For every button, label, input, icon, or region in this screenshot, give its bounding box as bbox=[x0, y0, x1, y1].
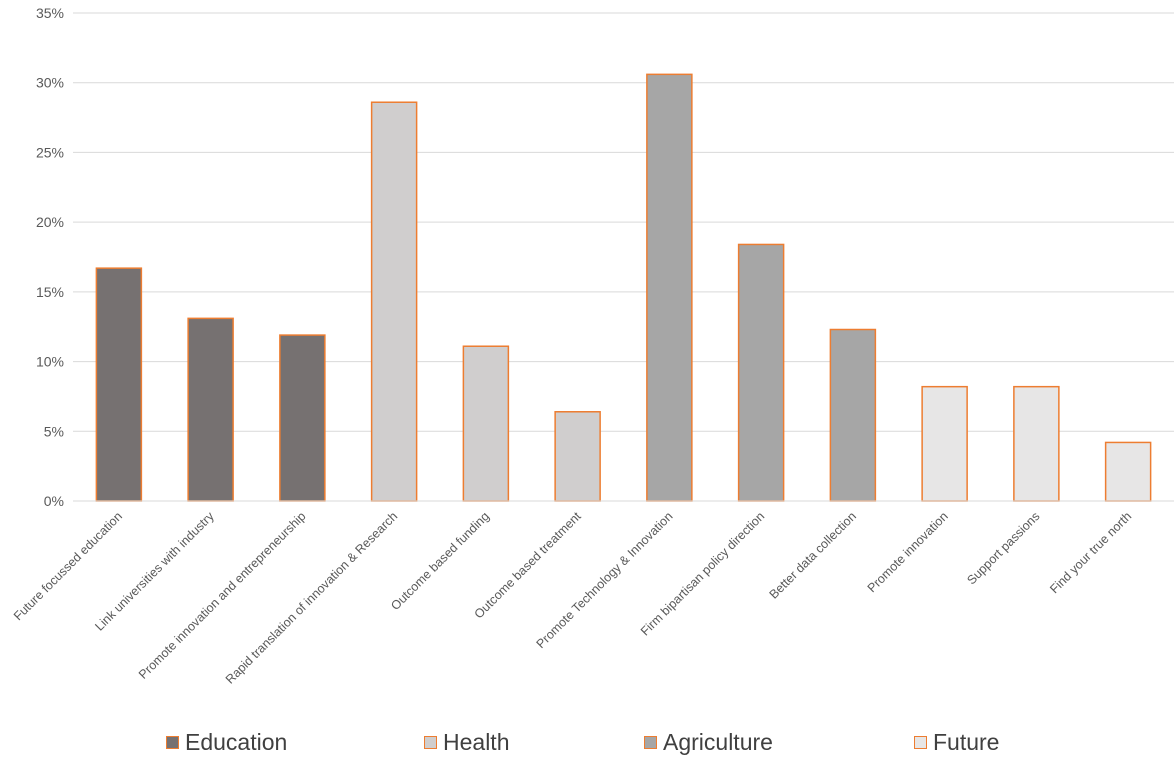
legend-item-health: Health bbox=[424, 726, 509, 758]
legend-label-health: Health bbox=[443, 729, 510, 755]
x-tick-label: Promote innovation bbox=[865, 509, 951, 595]
x-tick-label: Outcome based funding bbox=[388, 509, 492, 613]
legend-label-agriculture: Agriculture bbox=[663, 729, 773, 755]
legend-label-future: Future bbox=[933, 729, 1000, 755]
y-tick-label: 10% bbox=[36, 354, 64, 370]
bar-agriculture bbox=[737, 243, 785, 502]
bar-health bbox=[554, 411, 601, 502]
y-tick-label: 5% bbox=[44, 423, 64, 439]
legend-item-education: Education bbox=[166, 726, 287, 758]
x-tick-label: Outcome based treatment bbox=[472, 509, 584, 621]
y-tick-label: 35% bbox=[36, 5, 64, 21]
x-tick-label: Support passions bbox=[964, 509, 1042, 587]
legend: Education Health Agriculture Future bbox=[0, 726, 1174, 758]
bar-health bbox=[370, 101, 418, 502]
bar-education bbox=[279, 334, 326, 502]
x-tick-label: Better data collection bbox=[767, 509, 859, 601]
bar-education bbox=[187, 317, 234, 502]
legend-item-agriculture: Agriculture bbox=[644, 726, 773, 758]
x-tick-label: Promote innovation and entrepreneurship bbox=[136, 509, 309, 682]
y-tick-label: 20% bbox=[36, 214, 64, 230]
legend-swatch-future bbox=[914, 735, 927, 749]
bar-health bbox=[462, 345, 510, 502]
bar-agriculture bbox=[646, 73, 693, 502]
y-tick-label: 25% bbox=[36, 144, 64, 160]
bar-future bbox=[921, 385, 968, 502]
x-tick-label: Find your true north bbox=[1047, 509, 1134, 596]
bar-future bbox=[1013, 385, 1060, 502]
y-tick-label: 15% bbox=[36, 284, 64, 300]
legend-label-education: Education bbox=[185, 729, 288, 755]
legend-swatch-education bbox=[166, 735, 179, 749]
y-tick-label: 0% bbox=[44, 493, 64, 509]
x-tick-label: Rapid translation of innovation & Resear… bbox=[223, 509, 400, 686]
legend-swatch-health bbox=[424, 735, 437, 749]
bar-education bbox=[95, 267, 143, 502]
legend-swatch-agriculture bbox=[644, 735, 657, 749]
x-tick-label: Future focussed education bbox=[11, 509, 125, 623]
y-tick-label: 30% bbox=[36, 75, 64, 91]
bar-future bbox=[1104, 441, 1152, 502]
bar-agriculture bbox=[829, 328, 877, 502]
legend-item-future: Future bbox=[914, 726, 999, 758]
